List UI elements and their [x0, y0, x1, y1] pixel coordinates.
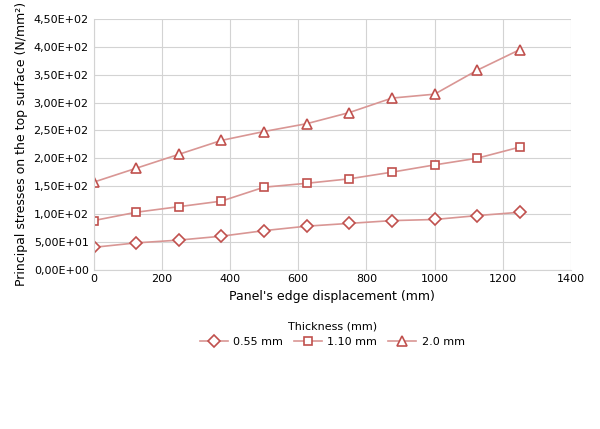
- 1.10 mm: [516, 145, 523, 150]
- 1.10 mm: [218, 199, 225, 204]
- 0.55 mm: [473, 213, 481, 218]
- 2.0 mm: [303, 121, 310, 126]
- 2.0 mm: [218, 138, 225, 143]
- 1.10 mm: [133, 210, 140, 215]
- 1.10 mm: [346, 176, 353, 181]
- 1.10 mm: [431, 162, 438, 167]
- 2.0 mm: [388, 96, 395, 101]
- 1.10 mm: [260, 184, 268, 190]
- 0.55 mm: [218, 234, 225, 239]
- 0.55 mm: [90, 245, 97, 250]
- 1.10 mm: [175, 204, 182, 209]
- Legend: 0.55 mm, 1.10 mm, 2.0 mm: 0.55 mm, 1.10 mm, 2.0 mm: [196, 317, 469, 352]
- Line: 2.0 mm: 2.0 mm: [89, 45, 524, 187]
- 1.10 mm: [388, 169, 395, 175]
- X-axis label: Panel's edge displacement (mm): Panel's edge displacement (mm): [229, 290, 435, 303]
- 2.0 mm: [473, 68, 481, 73]
- 0.55 mm: [388, 218, 395, 223]
- 2.0 mm: [431, 92, 438, 97]
- 2.0 mm: [175, 152, 182, 157]
- 2.0 mm: [133, 166, 140, 171]
- 2.0 mm: [90, 180, 97, 185]
- 2.0 mm: [260, 129, 268, 134]
- Line: 1.10 mm: 1.10 mm: [89, 143, 524, 225]
- 0.55 mm: [175, 238, 182, 243]
- 0.55 mm: [260, 228, 268, 233]
- 0.55 mm: [346, 221, 353, 226]
- Y-axis label: Principal stresses on the top surface (N/mm²): Principal stresses on the top surface (N…: [15, 2, 28, 287]
- Line: 0.55 mm: 0.55 mm: [89, 208, 524, 251]
- 1.10 mm: [90, 218, 97, 223]
- 0.55 mm: [431, 217, 438, 222]
- 2.0 mm: [346, 110, 353, 115]
- 1.10 mm: [473, 156, 481, 161]
- 0.55 mm: [516, 210, 523, 215]
- 1.10 mm: [303, 181, 310, 186]
- 0.55 mm: [303, 224, 310, 229]
- 0.55 mm: [133, 240, 140, 245]
- 2.0 mm: [516, 47, 523, 52]
